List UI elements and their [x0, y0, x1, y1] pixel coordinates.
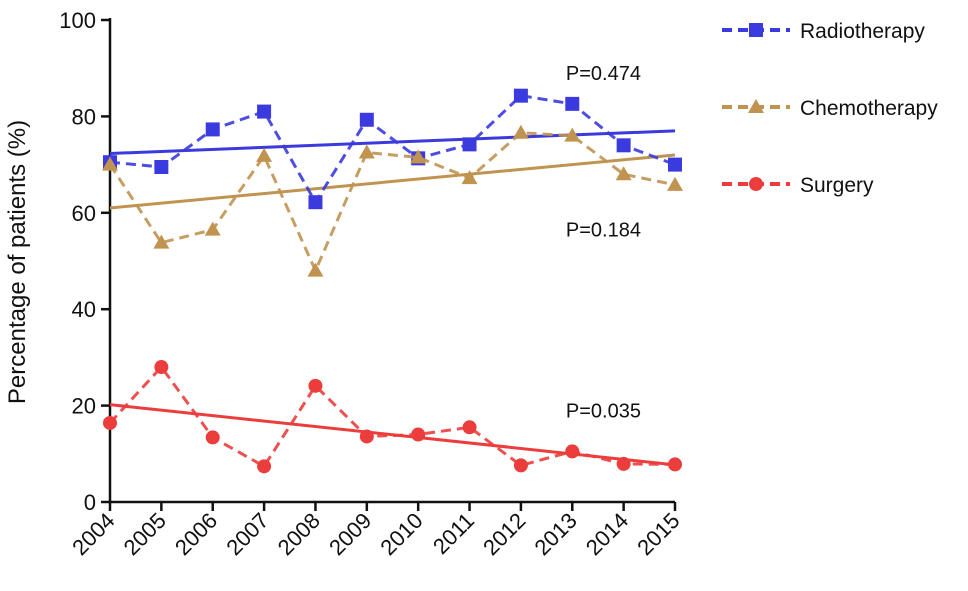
point-chemotherapy [410, 149, 427, 164]
point-radiotherapy [565, 96, 580, 111]
y-axis-title: Percentage of patients (%) [4, 120, 31, 404]
point-radiotherapy [205, 122, 220, 137]
y-tick-label: 20 [72, 394, 96, 419]
x-tick-label: 2011 [428, 508, 479, 559]
x-tick-label: 2008 [273, 508, 325, 560]
point-surgery [616, 456, 631, 471]
p-value-annotation: P=0.474 [566, 63, 641, 85]
point-surgery [668, 457, 682, 472]
series-line-surgery [108, 364, 676, 469]
trend-line-surgery [109, 403, 676, 467]
trend-lines [109, 129, 676, 467]
x-tick-label: 2004 [67, 508, 119, 560]
x-tick-label: 2013 [530, 508, 582, 560]
point-surgery [565, 444, 580, 459]
point-surgery [154, 360, 169, 375]
point-radiotherapy [257, 104, 272, 119]
legend-marker-radiotherapy [749, 23, 763, 37]
point-surgery [462, 420, 477, 435]
point-surgery [257, 459, 272, 474]
trend-line-radiotherapy [109, 129, 676, 156]
x-tick-label: 2009 [324, 508, 376, 560]
y-tick-label: 40 [72, 297, 96, 322]
point-chemotherapy [667, 176, 683, 191]
point-chemotherapy [153, 234, 170, 249]
point-surgery [513, 458, 528, 473]
x-tick-label: 2014 [581, 508, 633, 560]
x-tick-label: 2012 [478, 508, 530, 560]
y-tick-label: 80 [72, 104, 96, 129]
point-radiotherapy [462, 137, 477, 152]
x-tick-label: 2015 [632, 508, 684, 560]
x-tick-label: 2007 [221, 508, 273, 560]
series-line-chemotherapy [108, 131, 676, 275]
series-group [102, 88, 683, 474]
p-value-annotation: P=0.035 [566, 400, 641, 422]
point-radiotherapy [359, 112, 374, 127]
point-surgery [359, 429, 374, 444]
point-chemotherapy [307, 262, 324, 277]
point-chemotherapy [358, 144, 375, 159]
point-chemotherapy [256, 147, 273, 162]
point-surgery [103, 415, 117, 430]
point-surgery [308, 378, 323, 393]
y-tick-label: 0 [84, 490, 96, 515]
point-surgery [411, 427, 426, 442]
point-chemotherapy [564, 127, 581, 142]
legend-label-radiotherapy: Radiotherapy [800, 20, 925, 43]
y-tick-label: 60 [72, 201, 96, 226]
x-tick-label: 2006 [170, 508, 222, 560]
point-radiotherapy [616, 138, 631, 153]
point-chemotherapy [512, 124, 529, 139]
legend-marker-chemotherapy [748, 99, 764, 113]
legend-label-surgery: Surgery [800, 174, 874, 197]
point-chemotherapy [615, 166, 632, 181]
series-line-radiotherapy [109, 94, 676, 206]
point-chemotherapy [204, 221, 221, 236]
y-tick-label: 100 [59, 8, 96, 33]
x-tick-label: 2010 [375, 508, 427, 560]
trend-line-chemotherapy [109, 153, 676, 210]
point-surgery [205, 430, 220, 445]
legend-label-chemotherapy: Chemotherapy [800, 97, 938, 120]
x-tick-label: 2005 [119, 508, 171, 560]
legend: Radiotherapy Chemotherapy Surgery [722, 20, 938, 197]
axes: 0 20 40 60 80 100 2004 2005 2006 2007 2008 2009 2010… [59, 8, 684, 560]
annotations: P=0.474 P=0.184 P=0.035 [566, 63, 641, 422]
point-radiotherapy [513, 88, 528, 103]
point-chemotherapy [102, 156, 118, 171]
legend-marker-surgery [749, 177, 763, 191]
point-chemotherapy [461, 170, 478, 185]
point-radiotherapy [668, 157, 682, 172]
p-value-annotation: P=0.184 [566, 220, 641, 242]
point-radiotherapy [308, 195, 323, 210]
point-radiotherapy [154, 160, 169, 175]
